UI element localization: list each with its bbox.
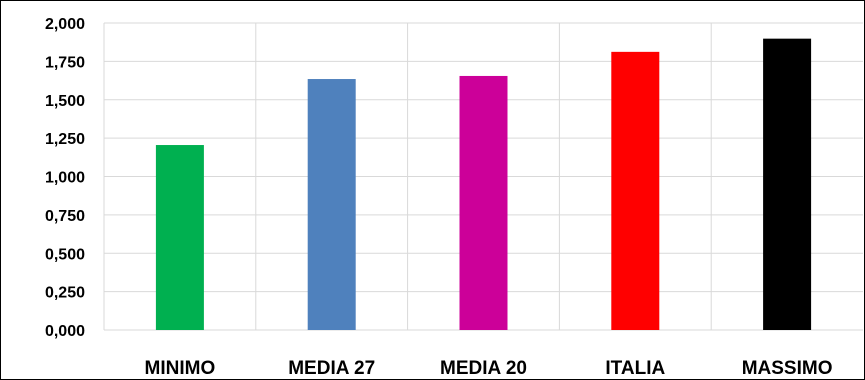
y-tick-label: 0,750 bbox=[45, 208, 85, 225]
bar-media-20 bbox=[459, 75, 508, 331]
bar-minimo bbox=[155, 145, 204, 330]
x-tick-label-massimo: MASSIMO bbox=[742, 358, 833, 379]
x-tick-label-minimo: MINIMO bbox=[145, 358, 216, 379]
x-tick-label-media-20: MEDIA 20 bbox=[440, 358, 527, 379]
x-tick-label-italia: ITALIA bbox=[605, 358, 665, 379]
y-tick-label: 2,000 bbox=[45, 16, 85, 33]
bar-massimo bbox=[763, 38, 812, 330]
labels: 0,000 0,250 0,500 0,750 1,000 1,250 1,500 1,750… bbox=[45, 16, 833, 379]
y-tick-label: 0,000 bbox=[45, 323, 85, 340]
x-tick-label-media-27: MEDIA 27 bbox=[288, 358, 375, 379]
y-tick-label: 1,250 bbox=[45, 131, 85, 148]
y-tick-label: 1,500 bbox=[45, 93, 85, 110]
y-tick-label: 1,000 bbox=[45, 170, 85, 187]
y-tick-label: 1,750 bbox=[45, 54, 85, 71]
bar-media-27 bbox=[307, 79, 356, 330]
y-tick-label: 0,250 bbox=[45, 285, 85, 302]
y-tick-label: 0,500 bbox=[45, 246, 85, 263]
bar-italia bbox=[611, 51, 660, 330]
bars bbox=[155, 38, 812, 331]
